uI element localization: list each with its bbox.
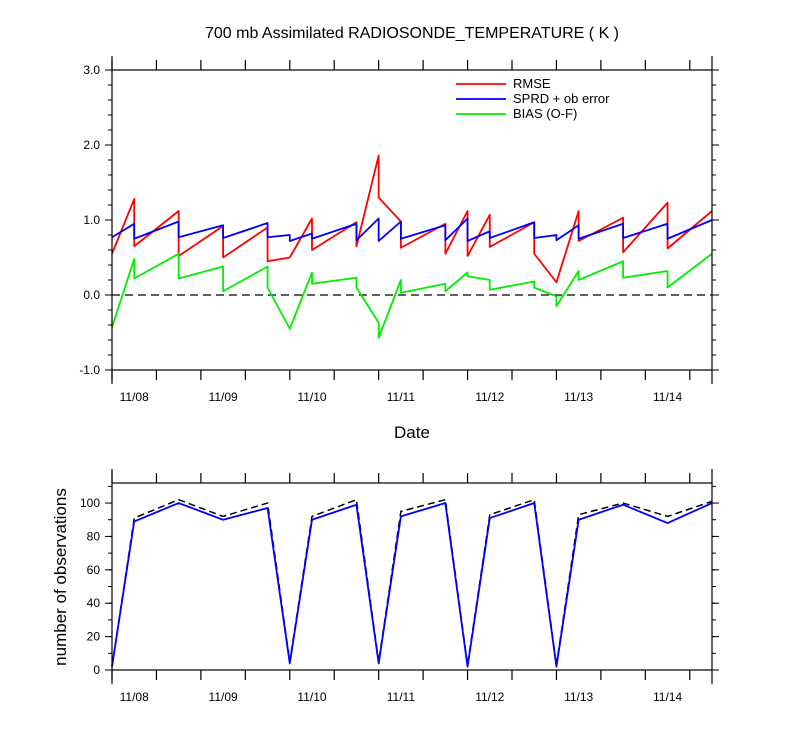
x-tick-label: 11/09 (209, 390, 238, 404)
x-tick-label: 11/12 (475, 390, 504, 404)
x-tick-label: 11/13 (564, 390, 593, 404)
y-tick-label: 2.0 (83, 138, 100, 152)
y-tick-label: 80 (87, 529, 101, 543)
y-tick-label: 0.0 (83, 288, 100, 302)
y-tick-label: 0 (93, 663, 100, 677)
y-tick-label: 40 (87, 596, 101, 610)
x-tick-label: 11/11 (387, 390, 416, 404)
series-line-2 (111, 252, 713, 339)
y-tick-label: -1.0 (79, 363, 100, 377)
plot-frame (111, 69, 713, 371)
x-tick-label: 11/14 (653, 390, 682, 404)
series-line-1 (111, 217, 713, 242)
series-line-0 (111, 498, 713, 667)
legend-label: RMSE (513, 76, 551, 91)
observations-panel: 0 20 40 60 80 100 11/08 11/09 11/10 11/11 11/12 11/… (80, 469, 719, 704)
y-tick-label: 20 (87, 630, 101, 644)
x-tick-label: 11/11 (387, 690, 416, 704)
x-tick-label: 11/13 (564, 690, 593, 704)
y-axis-title: number of observations (51, 488, 70, 666)
plot-frame (111, 482, 713, 671)
y-tick-label: 1.0 (83, 213, 100, 227)
y-tick-label: 3.0 (83, 63, 100, 77)
x-tick-label: 11/10 (297, 390, 326, 404)
series-line-1 (111, 502, 713, 668)
x-tick-label: 11/12 (475, 690, 504, 704)
x-tick-label: 11/08 (120, 390, 149, 404)
y-tick-label: 60 (87, 563, 101, 577)
rmse-panel: -1.0 0.0 1.0 2.0 3.0 11/08 11/09 11/10 11/11 11/1… (79, 56, 719, 404)
x-axis-title: Date (394, 423, 430, 442)
legend-label: SPRD + ob error (513, 91, 610, 106)
series-line-0 (111, 154, 713, 284)
x-tick-label: 11/08 (120, 690, 149, 704)
x-tick-label: 11/10 (297, 690, 326, 704)
chart-title: 700 mb Assimilated RADIOSONDE_TEMPERATUR… (205, 25, 619, 42)
x-tick-label: 11/14 (653, 690, 682, 704)
legend-label: BIAS (O-F) (513, 106, 577, 121)
x-tick-label: 11/09 (209, 690, 238, 704)
y-tick-label: 100 (80, 496, 100, 510)
